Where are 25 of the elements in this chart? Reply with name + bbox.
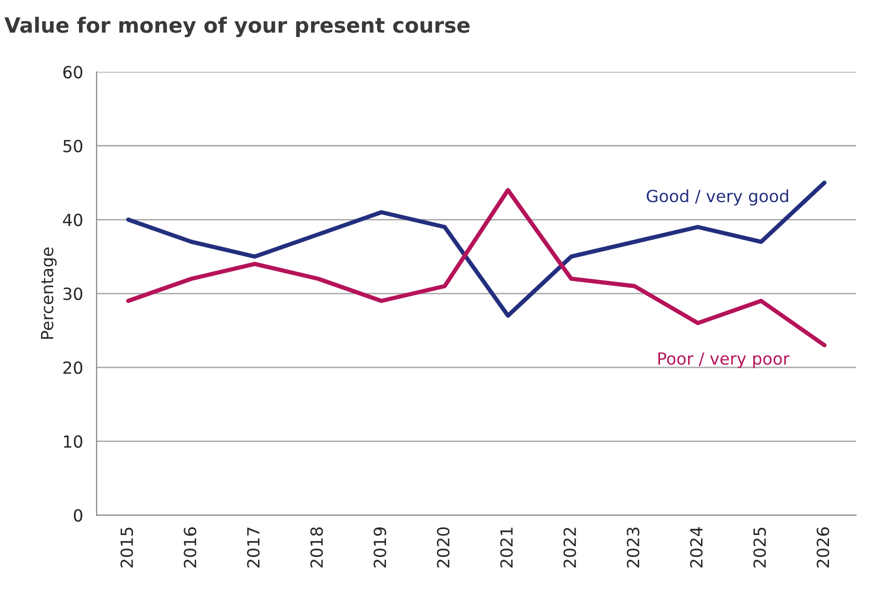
y-tick-label: 50 [63, 140, 82, 152]
x-tick-label: 2024 [690, 527, 703, 568]
x-tick-label: 2017 [247, 528, 260, 568]
series-label: Poor / very poor [658, 352, 790, 368]
y-tick-label: 30 [63, 287, 82, 300]
y-tick-label: 40 [62, 214, 82, 226]
series-label: Good / very good [646, 189, 788, 206]
x-tick-label: 2026 [816, 527, 830, 568]
x-tick-label: 2023 [626, 528, 640, 568]
y-tick-label: 10 [64, 435, 82, 448]
x-tick-label: 2025 [753, 528, 766, 568]
line-series [126, 180, 826, 318]
y-tick-label: 20 [63, 361, 82, 374]
x-tick-label: 2016 [184, 527, 196, 568]
y-tick-label: 0 [74, 509, 82, 522]
x-tick-label: 2015 [120, 528, 134, 568]
x-tick-label: 2020 [436, 527, 450, 568]
x-tick-label: 2018 [310, 527, 323, 568]
line-series [126, 188, 826, 348]
chart-title: Value for money of your present course [4, 16, 470, 38]
x-tick-label: 2022 [563, 528, 576, 568]
x-tick-label: 2019 [374, 527, 386, 568]
y-tick-label: 60 [63, 66, 82, 78]
x-tick-label: 2021 [500, 528, 513, 568]
y-axis-title: Percentage [41, 248, 57, 339]
